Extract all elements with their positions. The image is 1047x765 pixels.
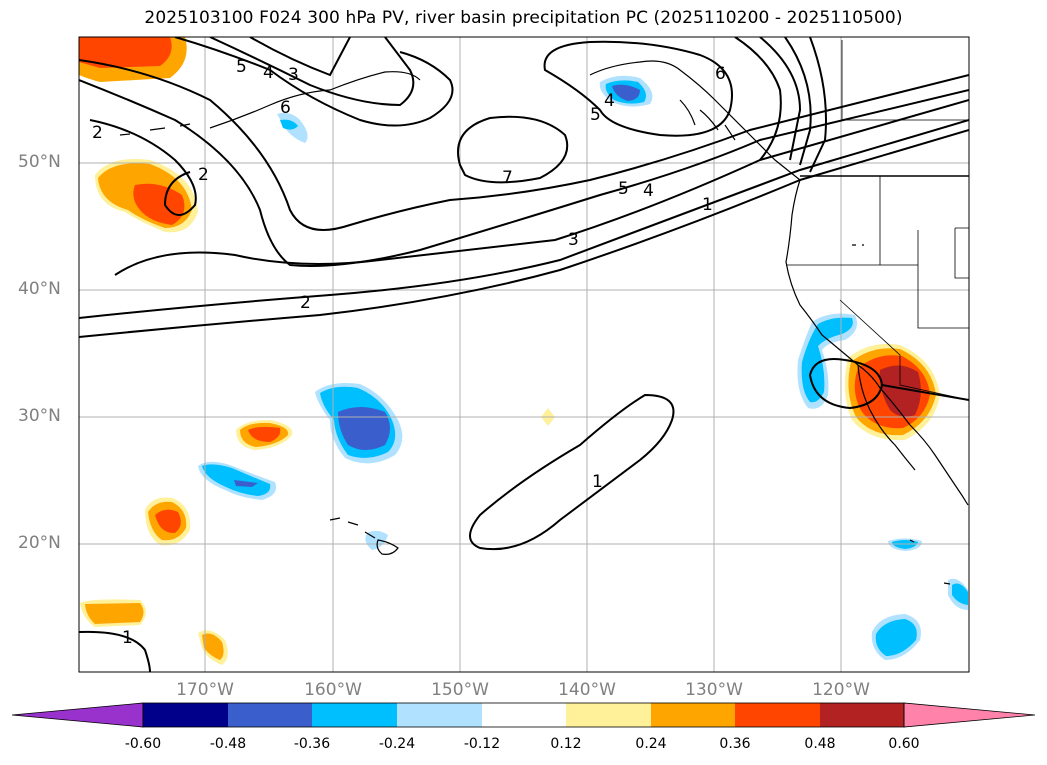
contour-label: 1 [592, 472, 603, 492]
colorbar-bin [482, 703, 566, 727]
lon-label: 130°W [685, 680, 743, 700]
coastlines [119, 40, 969, 585]
contour-label: 5 [618, 179, 629, 199]
colorbar-extend-high [903, 702, 1036, 728]
colorbar-extend-low [11, 702, 144, 728]
colorbar-bin [651, 703, 735, 727]
contour-label: 7 [502, 168, 513, 188]
colorbar-tick-label: 0.36 [719, 736, 751, 752]
lon-label: 160°W [304, 680, 362, 700]
colorbar [11, 702, 1036, 728]
colorbar-tick-label: -0.24 [378, 736, 416, 752]
contour-label: 4 [643, 181, 654, 201]
contour-label: 6 [280, 98, 291, 118]
contour-label: 3 [568, 230, 579, 250]
lon-label: 170°W [176, 680, 234, 700]
lat-label: 50°N [18, 152, 61, 172]
graticule [79, 37, 969, 672]
colorbar-tick-label: -0.12 [463, 736, 501, 752]
colorbar-bin [397, 703, 482, 727]
contour-label: 4 [604, 91, 615, 111]
colorbar-tick-label: -0.60 [124, 736, 162, 752]
pv-contour-labels: 5 4 3 6 2 7 5 4 3 1 2 1 6 5 4 1 2 [92, 57, 726, 648]
lon-label: 140°W [558, 680, 616, 700]
contour-label: 4 [263, 63, 274, 83]
contour-label: 1 [702, 195, 713, 215]
map-title: 2025103100 F024 300 hPa PV, river basin … [144, 8, 903, 28]
contour-label: 5 [590, 105, 601, 125]
contour-label: 5 [236, 57, 247, 77]
contour-label: 2 [198, 165, 209, 185]
lat-label: 30°N [18, 406, 61, 426]
lat-label: 20°N [18, 533, 61, 553]
contour-label: 1 [122, 628, 133, 648]
colorbar-tick-label: 0.24 [635, 736, 667, 752]
colorbar-tick-label: -0.36 [293, 736, 331, 752]
lat-label: 40°N [18, 279, 61, 299]
pv-contours [79, 37, 969, 672]
colorbar-bin [820, 703, 904, 727]
colorbar-bin [143, 703, 228, 727]
contour-label: 6 [715, 64, 726, 84]
map-frame [78, 36, 970, 673]
contour-label: 2 [92, 123, 103, 143]
lon-label: 150°W [431, 680, 489, 700]
contour-label: 3 [288, 65, 299, 85]
colorbar-tick-label: 0.60 [888, 736, 920, 752]
contour-label: 2 [300, 293, 311, 313]
colorbar-bin [735, 703, 820, 727]
pv-contour-loop-1 [469, 393, 675, 551]
colorbar-tick-label: 0.48 [804, 736, 836, 752]
colorbar-bin [228, 703, 312, 727]
colorbar-bin [312, 703, 397, 727]
colorbar-bin [566, 703, 651, 727]
colorbar-tick-label: -0.48 [209, 736, 247, 752]
lon-label: 120°W [812, 680, 870, 700]
colorbar-tick-label: 0.12 [550, 736, 582, 752]
